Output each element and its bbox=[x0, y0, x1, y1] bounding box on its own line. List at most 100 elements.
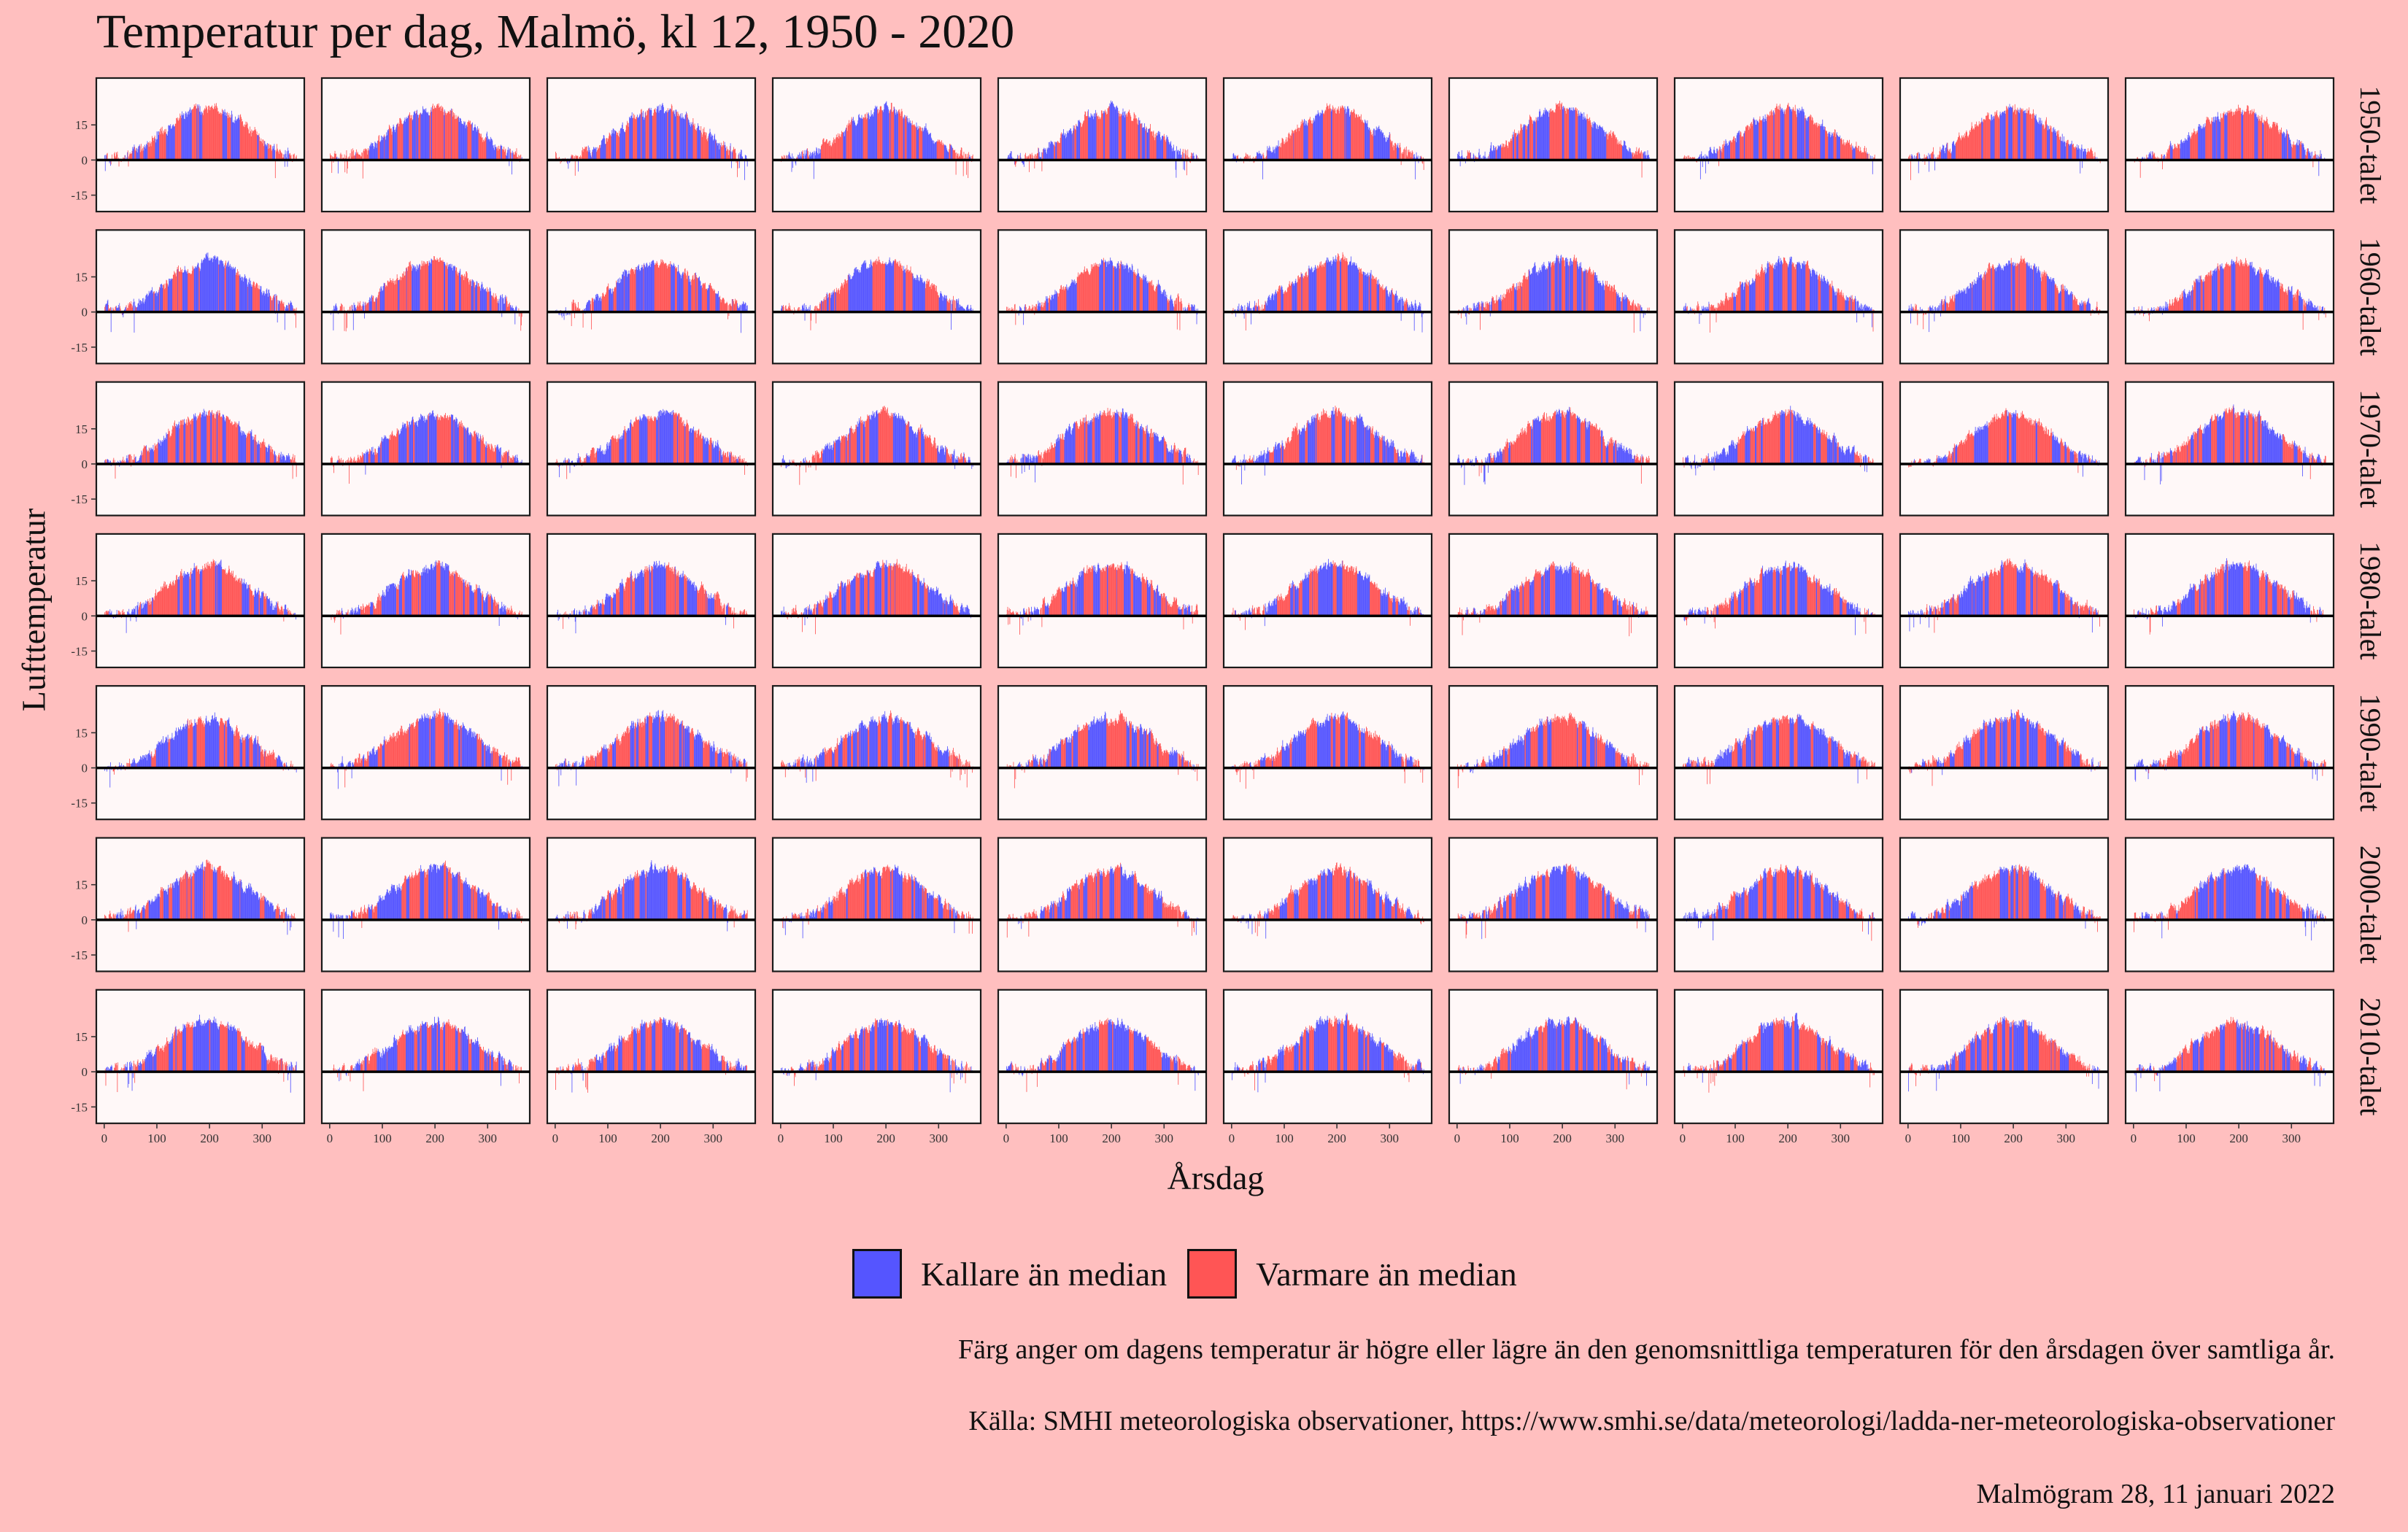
day-bar bbox=[1585, 117, 1586, 160]
day-bar bbox=[367, 150, 368, 160]
day-bar bbox=[144, 301, 145, 312]
day-bar bbox=[1803, 111, 1804, 160]
day-bar bbox=[2023, 111, 2024, 160]
day-bar bbox=[261, 292, 262, 312]
day-bar bbox=[1557, 104, 1558, 160]
day-bar bbox=[874, 109, 875, 160]
day-bar bbox=[1541, 117, 1542, 160]
day-bar bbox=[1396, 148, 1397, 160]
day-bar bbox=[476, 281, 477, 312]
panel bbox=[547, 230, 755, 363]
day-bar bbox=[1155, 137, 1156, 160]
day-bar bbox=[1074, 125, 1075, 160]
day-bar bbox=[1161, 139, 1162, 160]
day-bar bbox=[931, 138, 932, 160]
day-bar bbox=[457, 274, 458, 312]
day-bar bbox=[1352, 112, 1353, 160]
day-bar bbox=[867, 118, 868, 160]
day-bar bbox=[2299, 144, 2300, 160]
day-bar bbox=[1820, 126, 1821, 160]
day-bar bbox=[1330, 109, 1331, 160]
day-bar bbox=[1534, 122, 1535, 160]
day-bar bbox=[154, 137, 155, 160]
day-bar bbox=[259, 134, 260, 160]
day-bar bbox=[585, 147, 586, 160]
day-bar bbox=[875, 260, 876, 312]
day-bar bbox=[684, 120, 685, 160]
day-bar bbox=[859, 114, 860, 160]
day-bar bbox=[578, 160, 579, 171]
day-bar bbox=[195, 268, 196, 312]
day-bar bbox=[503, 147, 504, 160]
day-bar bbox=[2210, 124, 2211, 160]
day-bar bbox=[1783, 114, 1784, 160]
day-bar bbox=[1600, 127, 1601, 160]
day-bar bbox=[615, 131, 616, 160]
day-bar bbox=[476, 131, 477, 160]
day-bar bbox=[1406, 147, 1407, 160]
day-bar bbox=[434, 106, 435, 160]
day-bar bbox=[454, 115, 455, 160]
day-bar bbox=[1337, 110, 1338, 160]
day-bar bbox=[488, 289, 489, 312]
day-bar bbox=[1554, 112, 1555, 160]
day-bar bbox=[476, 130, 477, 160]
day-bar bbox=[1498, 146, 1499, 160]
day-bar bbox=[200, 268, 201, 312]
day-bar bbox=[276, 150, 277, 160]
day-bar bbox=[253, 131, 254, 160]
day-bar bbox=[1123, 109, 1124, 160]
day-bar bbox=[1138, 117, 1139, 160]
day-bar bbox=[1856, 147, 1857, 160]
day-bar bbox=[496, 149, 497, 160]
day-bar bbox=[1297, 128, 1298, 160]
day-bar bbox=[234, 123, 235, 160]
day-bar bbox=[416, 269, 417, 312]
day-bar bbox=[1606, 134, 1607, 160]
day-bar bbox=[1764, 119, 1765, 160]
day-bar bbox=[1760, 120, 1761, 160]
day-bar bbox=[368, 151, 369, 160]
day-bar bbox=[852, 121, 853, 160]
day-bar bbox=[1572, 111, 1573, 160]
day-bar bbox=[155, 293, 156, 312]
day-bar bbox=[670, 109, 671, 160]
day-bar bbox=[660, 260, 661, 312]
day-bar bbox=[411, 118, 412, 160]
day-bar bbox=[190, 109, 191, 160]
day-bar bbox=[609, 288, 610, 312]
day-bar bbox=[427, 112, 428, 160]
day-bar bbox=[153, 292, 154, 312]
day-bar bbox=[1162, 136, 1163, 160]
day-bar bbox=[1798, 110, 1799, 160]
day-bar bbox=[2200, 125, 2201, 160]
day-bar bbox=[469, 123, 470, 160]
day-bar bbox=[1334, 109, 1335, 160]
day-bar bbox=[250, 281, 251, 312]
day-bar bbox=[208, 109, 209, 160]
day-bar bbox=[1503, 144, 1504, 160]
day-bar bbox=[1961, 136, 1962, 160]
day-bar bbox=[1860, 151, 1861, 160]
day-bar bbox=[1140, 123, 1141, 160]
day-bar bbox=[734, 303, 735, 312]
day-bar bbox=[245, 125, 246, 160]
day-bar bbox=[2070, 144, 2071, 160]
day-bar bbox=[470, 120, 471, 160]
day-bar bbox=[2077, 150, 2078, 160]
day-bar bbox=[1359, 116, 1360, 160]
day-bar bbox=[255, 129, 256, 160]
day-bar bbox=[1762, 119, 1763, 160]
day-bar bbox=[648, 266, 649, 312]
day-bar bbox=[864, 260, 865, 312]
day-bar bbox=[153, 291, 154, 312]
day-bar bbox=[335, 151, 336, 160]
day-bar bbox=[1531, 117, 1532, 160]
day-bar bbox=[1070, 128, 1071, 160]
day-bar bbox=[212, 108, 213, 160]
day-bar bbox=[1589, 117, 1590, 160]
day-bar bbox=[1791, 112, 1792, 160]
day-bar bbox=[825, 142, 826, 160]
day-bar bbox=[1511, 139, 1512, 160]
day-bar bbox=[2241, 112, 2242, 160]
